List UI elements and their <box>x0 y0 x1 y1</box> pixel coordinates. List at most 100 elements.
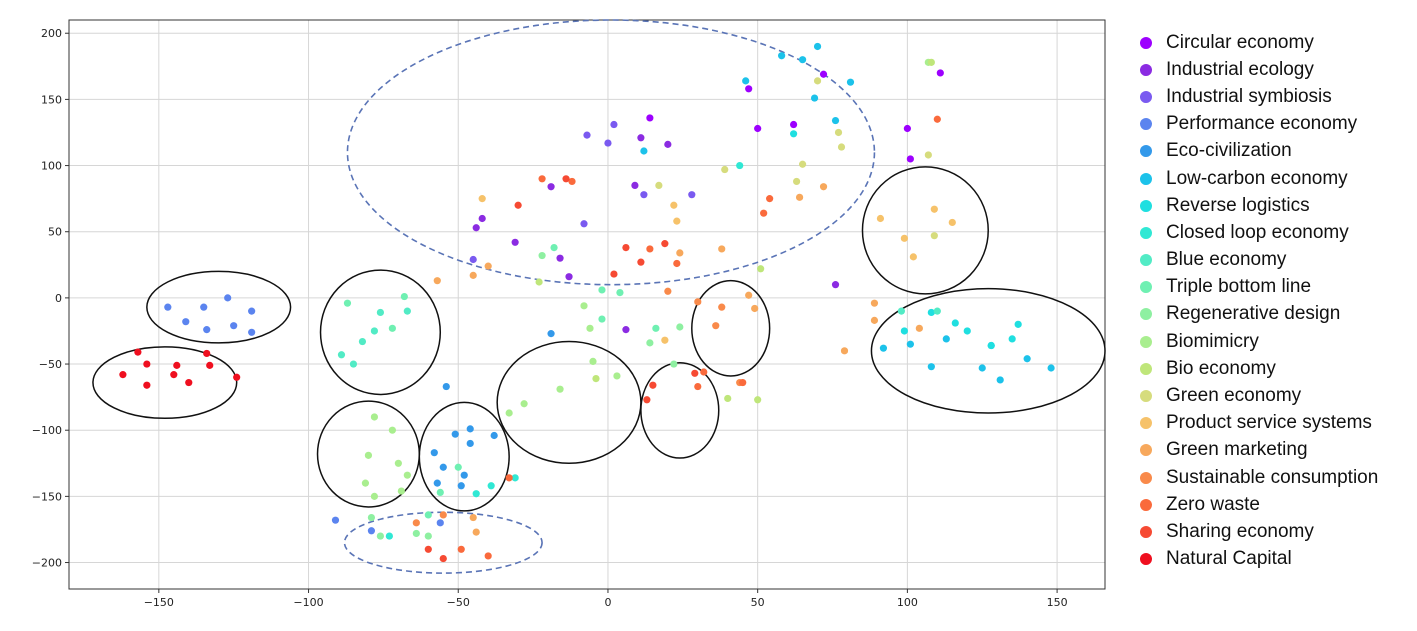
point-industrial-ecology <box>637 134 645 142</box>
point-biomimicry <box>370 413 379 421</box>
point-biomimicry <box>613 372 621 380</box>
point-green-marketing <box>718 245 726 253</box>
point-triple-bottom-line <box>598 286 606 294</box>
point-industrial-symbiosis <box>469 255 477 264</box>
point-industrial-ecology <box>547 183 555 191</box>
legend-label: Bio economy <box>1166 357 1276 379</box>
cluster-ellipse <box>146 270 292 344</box>
legend-item-regenerative-design: Regenerative design <box>1134 301 1414 328</box>
y-tick-label: −50 <box>39 358 62 371</box>
point-sharing-economy <box>514 201 522 209</box>
point-zero-waste <box>766 195 774 203</box>
point-circular-economy <box>754 124 762 133</box>
point-natural-capital <box>173 361 181 369</box>
cluster-ellipse <box>92 346 238 420</box>
point-low-carbon-economy <box>742 77 750 85</box>
point-regenerative-design <box>367 513 376 522</box>
point-product-service-systems <box>670 201 678 209</box>
point-reverse-logistics <box>1014 320 1022 328</box>
legend-label: Triple bottom line <box>1166 276 1312 298</box>
point-industrial-ecology <box>478 214 486 223</box>
cluster-ellipse <box>319 269 442 396</box>
legend-marker <box>1140 498 1152 511</box>
point-performance-economy <box>164 303 172 311</box>
point-green-marketing <box>745 291 753 299</box>
point-reverse-logistics <box>987 341 995 350</box>
legend-item-eco-civilization: Eco-civilization <box>1134 138 1414 165</box>
point-regenerative-design <box>676 323 684 331</box>
y-tick-label: 50 <box>48 226 62 239</box>
point-low-carbon-economy <box>906 340 914 348</box>
point-blue-economy <box>933 307 941 315</box>
point-product-service-systems <box>948 218 956 227</box>
point-natural-capital <box>206 361 214 369</box>
point-green-economy <box>813 77 822 85</box>
point-product-service-systems <box>673 217 681 225</box>
point-low-carbon-economy <box>1047 364 1055 372</box>
point-sustainable-consumption <box>712 322 720 330</box>
point-regenerative-design <box>538 251 546 260</box>
point-closed-loop-economy <box>511 474 519 482</box>
point-biomimicry <box>370 492 379 500</box>
point-circular-economy <box>790 120 798 129</box>
point-green-marketing <box>472 528 480 536</box>
point-green-economy <box>930 232 938 240</box>
legend-marker <box>1140 199 1152 212</box>
point-sustainable-consumption <box>664 287 672 295</box>
legend-label: Reverse logistics <box>1166 194 1310 216</box>
point-green-marketing <box>469 513 477 522</box>
point-product-service-systems <box>909 253 917 261</box>
legend-label: Natural Capital <box>1166 548 1292 570</box>
legend-marker <box>1140 417 1152 430</box>
point-eco-civilization <box>433 479 441 487</box>
point-green-economy <box>924 151 932 159</box>
point-green-marketing <box>676 249 684 257</box>
point-green-marketing <box>819 183 828 191</box>
point-natural-capital <box>185 378 193 387</box>
point-biomimicry <box>580 302 588 310</box>
point-green-economy <box>837 143 846 151</box>
point-circular-economy <box>745 85 753 93</box>
x-tick-label: −50 <box>447 596 470 609</box>
legend-label: Eco-civilization <box>1166 140 1292 162</box>
legend: Circular economy Industrial ecology Indust… <box>1134 29 1414 573</box>
legend-marker <box>1140 335 1152 348</box>
point-triple-bottom-line <box>616 288 624 297</box>
legend-item-blue-economy: Blue economy <box>1134 247 1414 274</box>
point-industrial-ecology <box>565 273 573 281</box>
point-circular-economy <box>646 114 654 122</box>
legend-label: Sharing economy <box>1166 520 1314 542</box>
legend-item-natural-capital: Natural Capital <box>1134 546 1414 573</box>
point-low-carbon-economy <box>996 376 1004 384</box>
legend-marker <box>1140 444 1152 457</box>
legend-marker <box>1140 172 1152 185</box>
point-industrial-ecology <box>511 238 519 246</box>
point-sustainable-consumption <box>718 303 726 311</box>
dashed-cluster-ellipse <box>346 19 876 286</box>
point-zero-waste <box>646 245 654 253</box>
point-natural-capital <box>203 349 211 358</box>
legend-marker <box>1140 36 1152 49</box>
point-industrial-ecology <box>664 140 672 148</box>
cluster-ellipse <box>496 340 642 465</box>
point-industrial-symbiosis <box>580 220 588 228</box>
point-blue-economy <box>897 307 905 315</box>
point-zero-waste <box>538 175 546 183</box>
legend-marker <box>1140 390 1152 403</box>
point-eco-civilization <box>430 449 438 457</box>
legend-marker <box>1140 308 1152 321</box>
point-closed-loop-economy <box>487 482 495 490</box>
point-green-marketing <box>915 324 923 332</box>
point-low-carbon-economy <box>942 335 950 343</box>
legend-label: Sustainable consumption <box>1166 466 1379 488</box>
point-sharing-economy <box>643 396 651 404</box>
point-biomimicry <box>589 357 597 365</box>
legend-label: Product service systems <box>1166 412 1372 434</box>
point-low-carbon-economy <box>798 56 807 64</box>
point-industrial-ecology <box>556 254 564 262</box>
point-low-carbon-economy <box>640 147 648 155</box>
y-tick-label: 100 <box>41 160 62 173</box>
scatter-plot: −150 −100 −50 0 50 100 150 −200 −150 −100 −50 0 50 10… <box>32 19 1106 609</box>
legend-item-reverse-logistics: Reverse logistics <box>1134 192 1414 219</box>
point-performance-economy <box>230 322 238 330</box>
